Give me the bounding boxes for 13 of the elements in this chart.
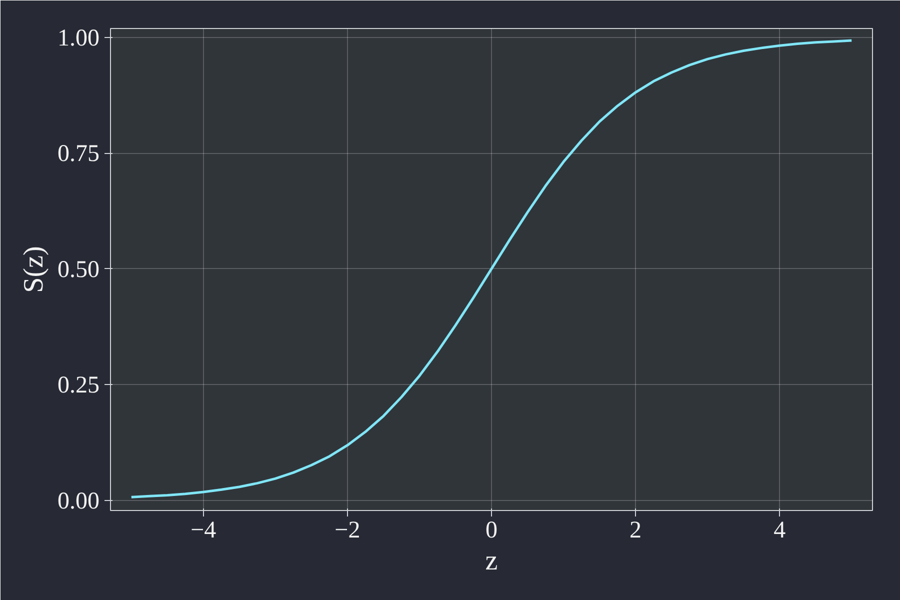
x-tick-label: 2	[630, 518, 642, 544]
x-tick-label: 4	[774, 518, 786, 544]
x-tick-label: 0	[486, 518, 498, 544]
y-tick-label: 0.00	[58, 488, 100, 514]
x-axis-title: z	[485, 546, 498, 576]
line-series	[130, 39, 853, 498]
y-tick-label: 0.25	[58, 372, 100, 399]
y-tick-label: 0.75	[58, 141, 100, 168]
y-tick-label: 0.50	[58, 256, 100, 283]
y-tick-label: 1.00	[58, 25, 100, 52]
x-tick-label: −4	[190, 518, 216, 544]
y-axis-title: S(z)	[18, 246, 50, 293]
x-tick-label: −2	[334, 518, 360, 544]
